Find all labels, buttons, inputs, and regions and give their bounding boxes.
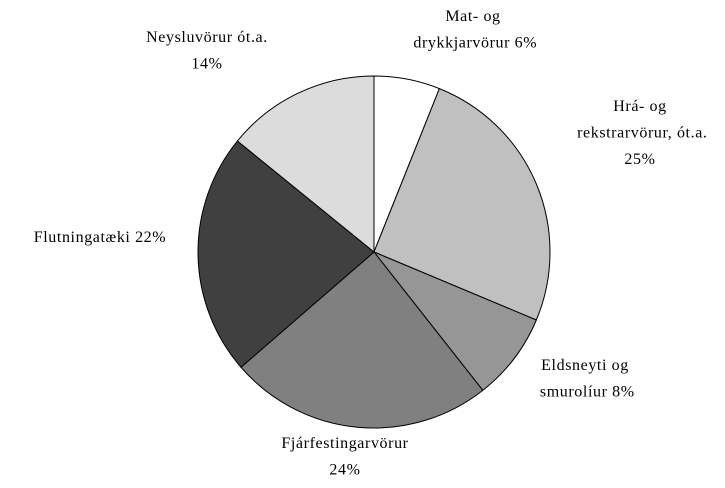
pie-slice (240, 251, 484, 429)
label-line: Mat- og (445, 8, 500, 25)
slice-label: Hrá- og rekstrarvörur, ót.a. (572, 98, 707, 142)
value-label: 8% (612, 384, 635, 401)
label-line: Neysluvörur ót.a. (146, 29, 268, 46)
label-line: rekstrarvörur, ót.a. (572, 125, 707, 142)
slice-label: Flutningatæki (34, 229, 131, 246)
value-label: 25% (624, 151, 655, 168)
label-line: drykkjarvörur (409, 35, 510, 52)
slice-label: Neysluvörur ót.a. (146, 29, 268, 46)
value-label: 24% (329, 462, 360, 479)
pie-slice (236, 75, 375, 254)
value-label: 6% (515, 35, 538, 52)
slice-label: Fjárfestingarvörur (281, 435, 408, 452)
label-line: Flutningatæki (34, 229, 131, 246)
label-line: Hrá- og (613, 98, 667, 115)
pie-slice (372, 250, 537, 392)
label-line: smurolíur (535, 384, 607, 401)
value-label: 22% (135, 229, 166, 246)
slice-label: Eldsneyti og smurolíur (535, 357, 629, 401)
pie-slice (373, 87, 551, 321)
label-line: Eldsneyti og (541, 357, 629, 374)
slice-label: Mat- og drykkjarvörur (409, 8, 510, 52)
pie-slice (197, 140, 375, 368)
label-line: Fjárfestingarvörur (281, 435, 408, 452)
value-label: 14% (191, 56, 222, 73)
